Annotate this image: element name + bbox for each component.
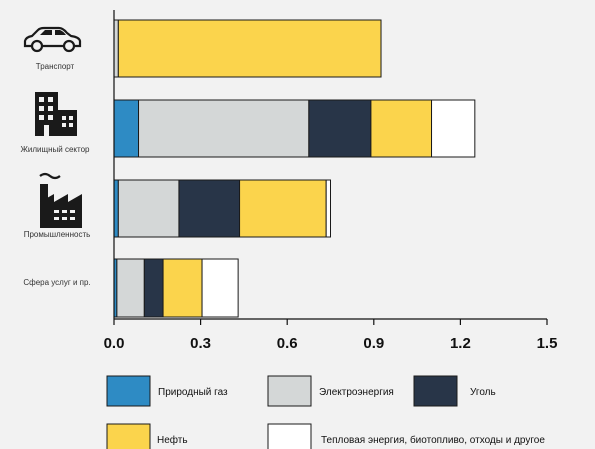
bar-segment-electricity-2 (117, 179, 180, 238)
bar-segment-gas-2 (113, 179, 119, 238)
x-tick-label: 0.3 (190, 335, 211, 352)
bar-segment-gas-1 (113, 99, 140, 158)
bar-segment-oil-3 (162, 258, 203, 318)
bar-segment-oil-2 (239, 179, 327, 238)
bar-segment-coal-1 (308, 99, 372, 158)
x-tick-label: 1.2 (450, 335, 471, 352)
category-label: Жилищный сектор (21, 145, 90, 154)
residential-building-icon (35, 92, 77, 136)
bar-segment-oil-1 (370, 99, 433, 158)
x-tick-label: 0.0 (104, 335, 125, 352)
bar-segment-oil-0 (117, 19, 382, 78)
bar-segment-other-3 (201, 258, 239, 318)
bar-segment-other-1 (431, 99, 476, 158)
legend-swatch-electricity (267, 375, 312, 407)
bar-segment-electricity-1 (138, 99, 310, 158)
bar-segment-electricity-3 (116, 258, 145, 318)
legend-swatch-other (267, 423, 312, 449)
x-tick-label: 0.9 (363, 335, 384, 352)
legend: Природный газ Электроэнергия Уголь Нефть… (106, 375, 545, 449)
car-icon (23, 26, 82, 53)
bar-segment-coal-2 (178, 179, 241, 238)
legend-swatch-gas (106, 375, 151, 407)
x-tick-label: 0.6 (277, 335, 298, 352)
bar-segment-other-2 (325, 179, 332, 238)
legend-label: Уголь (470, 387, 496, 398)
category-label: Транспорт (36, 62, 75, 71)
legend-label: Природный газ (158, 387, 228, 398)
bar-segment-coal-3 (143, 258, 164, 318)
category-label: Сфера услуг и пр. (23, 278, 90, 287)
x-tick-label: 1.5 (537, 335, 558, 352)
category-label: Промышленность (24, 230, 91, 239)
bar-segment-electricity-0 (113, 19, 119, 78)
x-ticks-group: 0.0 0.3 0.6 0.9 1.2 1.5 (104, 319, 558, 352)
legend-label: Электроэнергия (319, 387, 394, 398)
legend-swatch-oil (106, 423, 151, 449)
legend-swatch-coal (413, 375, 458, 407)
legend-label: Нефть (157, 434, 188, 446)
legend-label: Тепловая энергия, биотопливо, отходы и д… (321, 434, 545, 446)
bars-group (113, 19, 476, 318)
factory-icon (39, 172, 82, 228)
